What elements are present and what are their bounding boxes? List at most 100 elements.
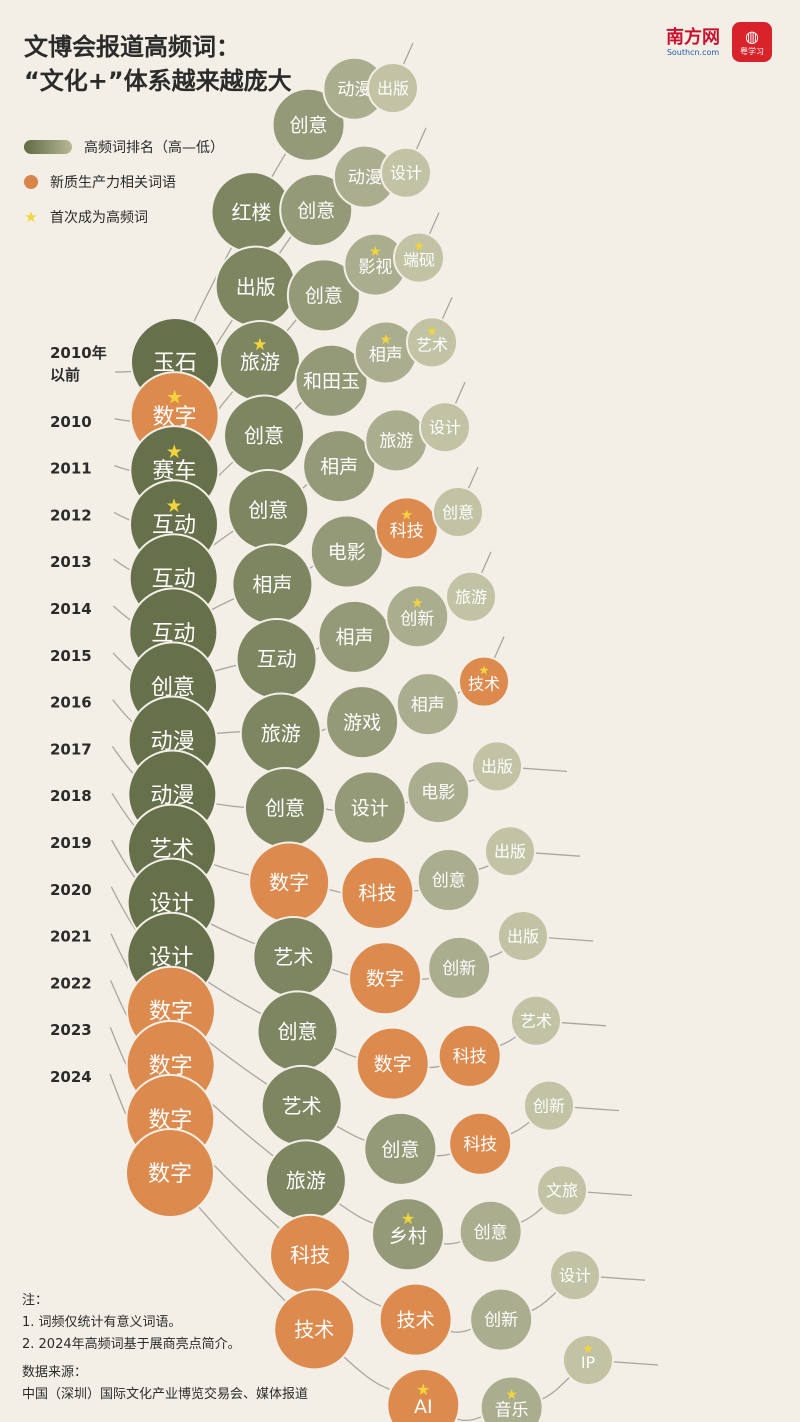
word-bubble: 创意 — [416, 848, 481, 913]
word-bubble: 科技 — [448, 1111, 513, 1176]
bubble-word: 相声 — [335, 627, 373, 649]
word-bubble: 相声 — [395, 672, 460, 737]
bubble-word: 创新 — [484, 1311, 518, 1331]
bubble-circle — [448, 1111, 513, 1176]
word-bubble: 端砚★ — [393, 231, 445, 284]
legend-item-productivity: 新质生产力相关词语 — [24, 171, 224, 193]
bubble-word: 设计 — [429, 418, 461, 437]
year-label: 2020 — [50, 881, 92, 899]
bubble-circle — [286, 258, 361, 333]
word-bubble: 科技 — [437, 1023, 502, 1088]
star-icon: ★ — [582, 1342, 594, 1357]
star-icon: ★ — [24, 208, 38, 226]
southcn-logo: 南方网 Southcn.com — [666, 26, 720, 57]
word-bubble: 科技 — [340, 855, 415, 930]
star-icon: ★ — [401, 1209, 415, 1228]
year-label: 2014 — [50, 600, 92, 618]
southcn-logo-text: 南方网 — [666, 26, 720, 48]
bubble-circle — [386, 1367, 461, 1422]
legend-item-rank: 高频词排名（高—低） — [24, 136, 224, 158]
word-bubble: 科技★ — [374, 496, 439, 561]
bubble-circle — [309, 514, 384, 589]
star-icon: ★ — [380, 332, 393, 348]
year-label: 2021 — [50, 928, 92, 946]
word-bubble: 科技 — [269, 1213, 352, 1296]
bubble-word: 影视 — [358, 258, 392, 278]
word-bubble: 艺术 — [252, 915, 335, 998]
bubble-word: 创意 — [381, 1139, 419, 1161]
word-bubble: 和田玉 — [294, 343, 369, 418]
bubble-word: 互动 — [257, 647, 297, 671]
bubble-word: 红楼 — [232, 200, 272, 224]
bubble-word: 出版 — [494, 842, 526, 861]
bubble-word: 艺术 — [282, 1094, 322, 1118]
bubble-word: 旅游 — [240, 350, 280, 374]
bubble-circle — [273, 1288, 356, 1371]
bubble-word: 艺术 — [416, 335, 448, 354]
star-icon: ★ — [252, 335, 267, 355]
bubble-word: 创意 — [265, 796, 305, 820]
word-bubble: 旅游 — [364, 408, 429, 473]
bubble-circle — [367, 62, 419, 114]
year-label: 2010年 — [50, 344, 107, 362]
bubble-circle — [406, 760, 471, 825]
rank-gradient-swatch — [24, 140, 72, 154]
bubble-word: 数字 — [148, 1162, 192, 1187]
word-bubble: 创意 — [432, 486, 484, 538]
chart-title: 文博会报道高频词： “文化+”体系越来越庞大 — [24, 30, 292, 98]
yuexuexi-icon: ◍ — [745, 26, 759, 46]
southcn-logo-sub: Southcn.com — [666, 47, 720, 57]
year-label: 2016 — [50, 694, 92, 712]
bubble-circle — [432, 486, 484, 538]
word-bubble: 电影 — [309, 514, 384, 589]
word-bubble: 设计 — [419, 401, 471, 454]
word-bubble: 影视★ — [343, 232, 408, 297]
bubble-circle — [562, 1334, 614, 1386]
word-bubble: 技术★ — [458, 655, 510, 708]
bubble-word: 创意 — [432, 871, 466, 891]
word-bubble: 数字 — [348, 941, 423, 1016]
star-icon: ★ — [478, 664, 490, 679]
word-bubble: 音乐★ — [479, 1375, 544, 1422]
bubble-word: 相声 — [320, 456, 358, 478]
bubble-circle — [302, 429, 377, 504]
bubble-circle — [406, 316, 458, 369]
bubble-circle — [340, 855, 415, 930]
bubble-circle — [370, 1197, 445, 1272]
word-bubble: 出版 — [497, 910, 549, 962]
word-bubble: 动漫 — [332, 144, 397, 209]
legend-first-time-label: 首次成为高频词 — [50, 210, 148, 226]
year-label: 2019 — [50, 834, 92, 852]
word-bubble: 创意 — [271, 87, 346, 162]
bubble-word: 创意 — [305, 285, 343, 307]
word-bubble: 相声 — [231, 543, 314, 626]
bubble-word: 创意 — [442, 503, 474, 522]
bubble-circle — [469, 1287, 534, 1352]
bubble-word: 出版 — [236, 275, 276, 299]
bubble-circle — [510, 994, 562, 1047]
bubble-circle — [385, 584, 450, 649]
bubble-word: 科技 — [358, 883, 396, 905]
bubble-word: 数字 — [374, 1053, 412, 1075]
bubble-circle — [395, 672, 460, 737]
footnotes: 注： 1. 词频仅统计有意义词语。 2. 2024年高频词基于展商亮点简介。 数… — [22, 1290, 308, 1406]
word-bubble: 相声★ — [353, 320, 418, 385]
word-bubble: 创意 — [223, 394, 306, 477]
word-bubble: 技术 — [273, 1288, 356, 1371]
word-bubble: 出版 — [214, 245, 297, 328]
word-bubble: 创意 — [279, 173, 354, 248]
word-bubble: 文旅 — [536, 1164, 588, 1217]
year-label: 2024 — [50, 1068, 92, 1086]
bubble-word: 数字 — [269, 871, 309, 895]
bubble-circle — [479, 1375, 544, 1422]
word-bubble: 旅游 — [445, 570, 497, 623]
bubble-word: 旅游 — [286, 1169, 326, 1193]
notes-heading: 注： — [22, 1293, 49, 1308]
word-bubble: 数字 — [355, 1026, 430, 1101]
bubble-word: 文旅 — [546, 1181, 578, 1200]
word-bubble: 出版 — [471, 740, 523, 793]
legend-rank-label: 高频词排名（高—低） — [84, 140, 224, 156]
bubble-word: 设计 — [390, 164, 422, 183]
